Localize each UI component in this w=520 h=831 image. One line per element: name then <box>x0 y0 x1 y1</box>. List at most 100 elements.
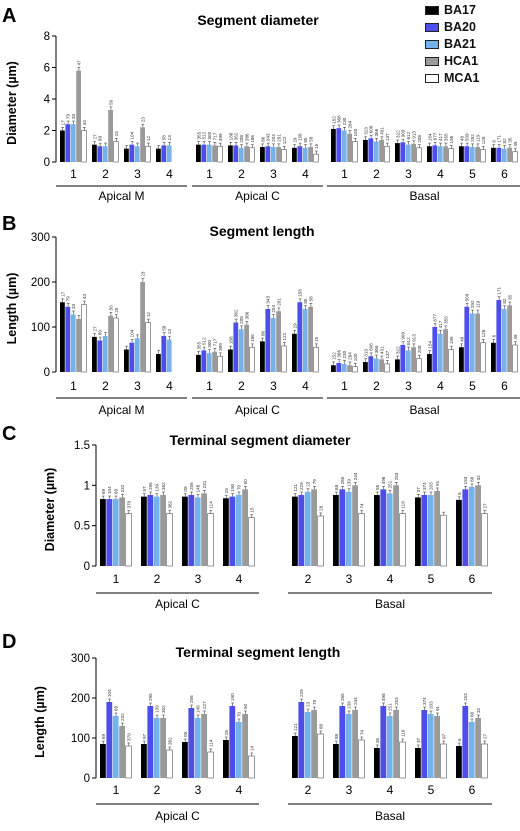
data-label: 313 <box>363 127 368 135</box>
x-tick-label: 1 <box>206 379 213 393</box>
x-tick-label: 6 <box>501 167 508 181</box>
data-label: 139 <box>155 483 160 491</box>
panel-letter: C <box>2 423 16 445</box>
bar <box>125 513 132 567</box>
bar <box>432 327 438 372</box>
data-label: 126 <box>481 136 486 144</box>
data-label: 386 <box>245 133 250 141</box>
bar <box>212 145 217 162</box>
data-label: 203 <box>429 701 434 709</box>
bar <box>475 718 481 778</box>
bar <box>491 147 496 162</box>
bar <box>166 145 172 162</box>
bar <box>308 306 313 372</box>
bar <box>304 712 311 778</box>
data-label: 295 <box>148 482 153 490</box>
bar <box>311 710 317 778</box>
data-label: 114 <box>208 739 213 747</box>
x-tick-label: 2 <box>305 783 312 797</box>
bar <box>501 148 507 162</box>
data-label: 17 <box>60 120 65 126</box>
bar <box>393 485 399 566</box>
bar <box>160 718 166 778</box>
data-label: 281 <box>277 134 282 142</box>
bar <box>70 314 76 372</box>
y-tick-label: 300 <box>71 653 90 665</box>
bar <box>341 363 347 372</box>
y-tick-label: 2 <box>44 126 50 138</box>
bar <box>448 349 454 373</box>
legend-swatch <box>425 39 439 49</box>
data-label: 17 <box>60 291 65 297</box>
data-label: 88 <box>318 723 323 729</box>
legend-swatch <box>425 56 439 66</box>
bar <box>468 486 475 566</box>
data-label: 50 <box>109 99 114 105</box>
data-label: 265 <box>340 693 345 701</box>
data-label: 231 <box>202 480 207 488</box>
bar <box>386 716 393 778</box>
bar <box>113 141 119 163</box>
bar <box>440 743 447 779</box>
bar <box>65 306 71 372</box>
data-label: 171 <box>497 135 502 143</box>
data-label: 6 <box>457 492 462 495</box>
bar <box>97 146 103 162</box>
x-tick-label: 3 <box>195 783 202 797</box>
data-label: 366 <box>374 345 379 353</box>
data-label: 244 <box>353 472 358 480</box>
bar <box>229 496 236 566</box>
x-tick-label: 1 <box>341 167 348 181</box>
bar <box>217 145 223 163</box>
bar <box>238 329 244 372</box>
bar <box>129 342 135 372</box>
data-label: 300 <box>207 131 212 139</box>
legend-swatch <box>425 22 439 32</box>
data-label: 366 <box>337 350 342 358</box>
bar <box>432 145 438 162</box>
data-label: 355 <box>444 133 449 141</box>
group-label: Apical C <box>235 189 280 203</box>
data-label: 509 <box>465 293 470 301</box>
bar <box>140 282 145 372</box>
bar <box>166 749 173 779</box>
bar <box>260 341 265 372</box>
legend-label: HCA1 <box>444 54 479 68</box>
bar <box>235 722 242 778</box>
bar <box>395 143 400 162</box>
bar <box>156 148 161 162</box>
data-label: 498 <box>381 476 386 484</box>
data-label: 232 <box>120 484 125 492</box>
data-label: 498 <box>381 693 386 701</box>
bar <box>443 146 448 162</box>
bar <box>311 489 317 566</box>
bar <box>416 358 422 373</box>
bar <box>416 147 422 163</box>
data-label: 27 <box>92 134 97 140</box>
x-tick-label: 1 <box>113 783 120 797</box>
bar <box>147 706 154 778</box>
bar <box>92 144 97 162</box>
bar <box>292 147 297 162</box>
data-label: 152 <box>331 116 336 124</box>
data-label: 33 <box>71 113 76 119</box>
data-label: 230 <box>342 350 347 358</box>
bar <box>352 485 358 566</box>
x-tick-label: 6 <box>501 379 508 393</box>
y-tick-label: 1.5 <box>74 440 90 452</box>
bar <box>459 347 464 372</box>
data-label: 27 <box>482 503 487 509</box>
data-label: 909 <box>401 332 406 340</box>
bar <box>81 304 87 373</box>
data-label: 251 <box>388 480 393 488</box>
bar <box>108 315 113 372</box>
y-tick-label: 0 <box>44 157 50 169</box>
data-label: 89 <box>98 330 103 336</box>
data-label: 23 <box>114 131 119 137</box>
bar <box>379 139 384 162</box>
data-label: 119 <box>476 134 481 142</box>
chart-title: Segment length <box>209 223 314 239</box>
data-label: 229 <box>299 689 304 697</box>
data-label: 292 <box>470 300 475 308</box>
